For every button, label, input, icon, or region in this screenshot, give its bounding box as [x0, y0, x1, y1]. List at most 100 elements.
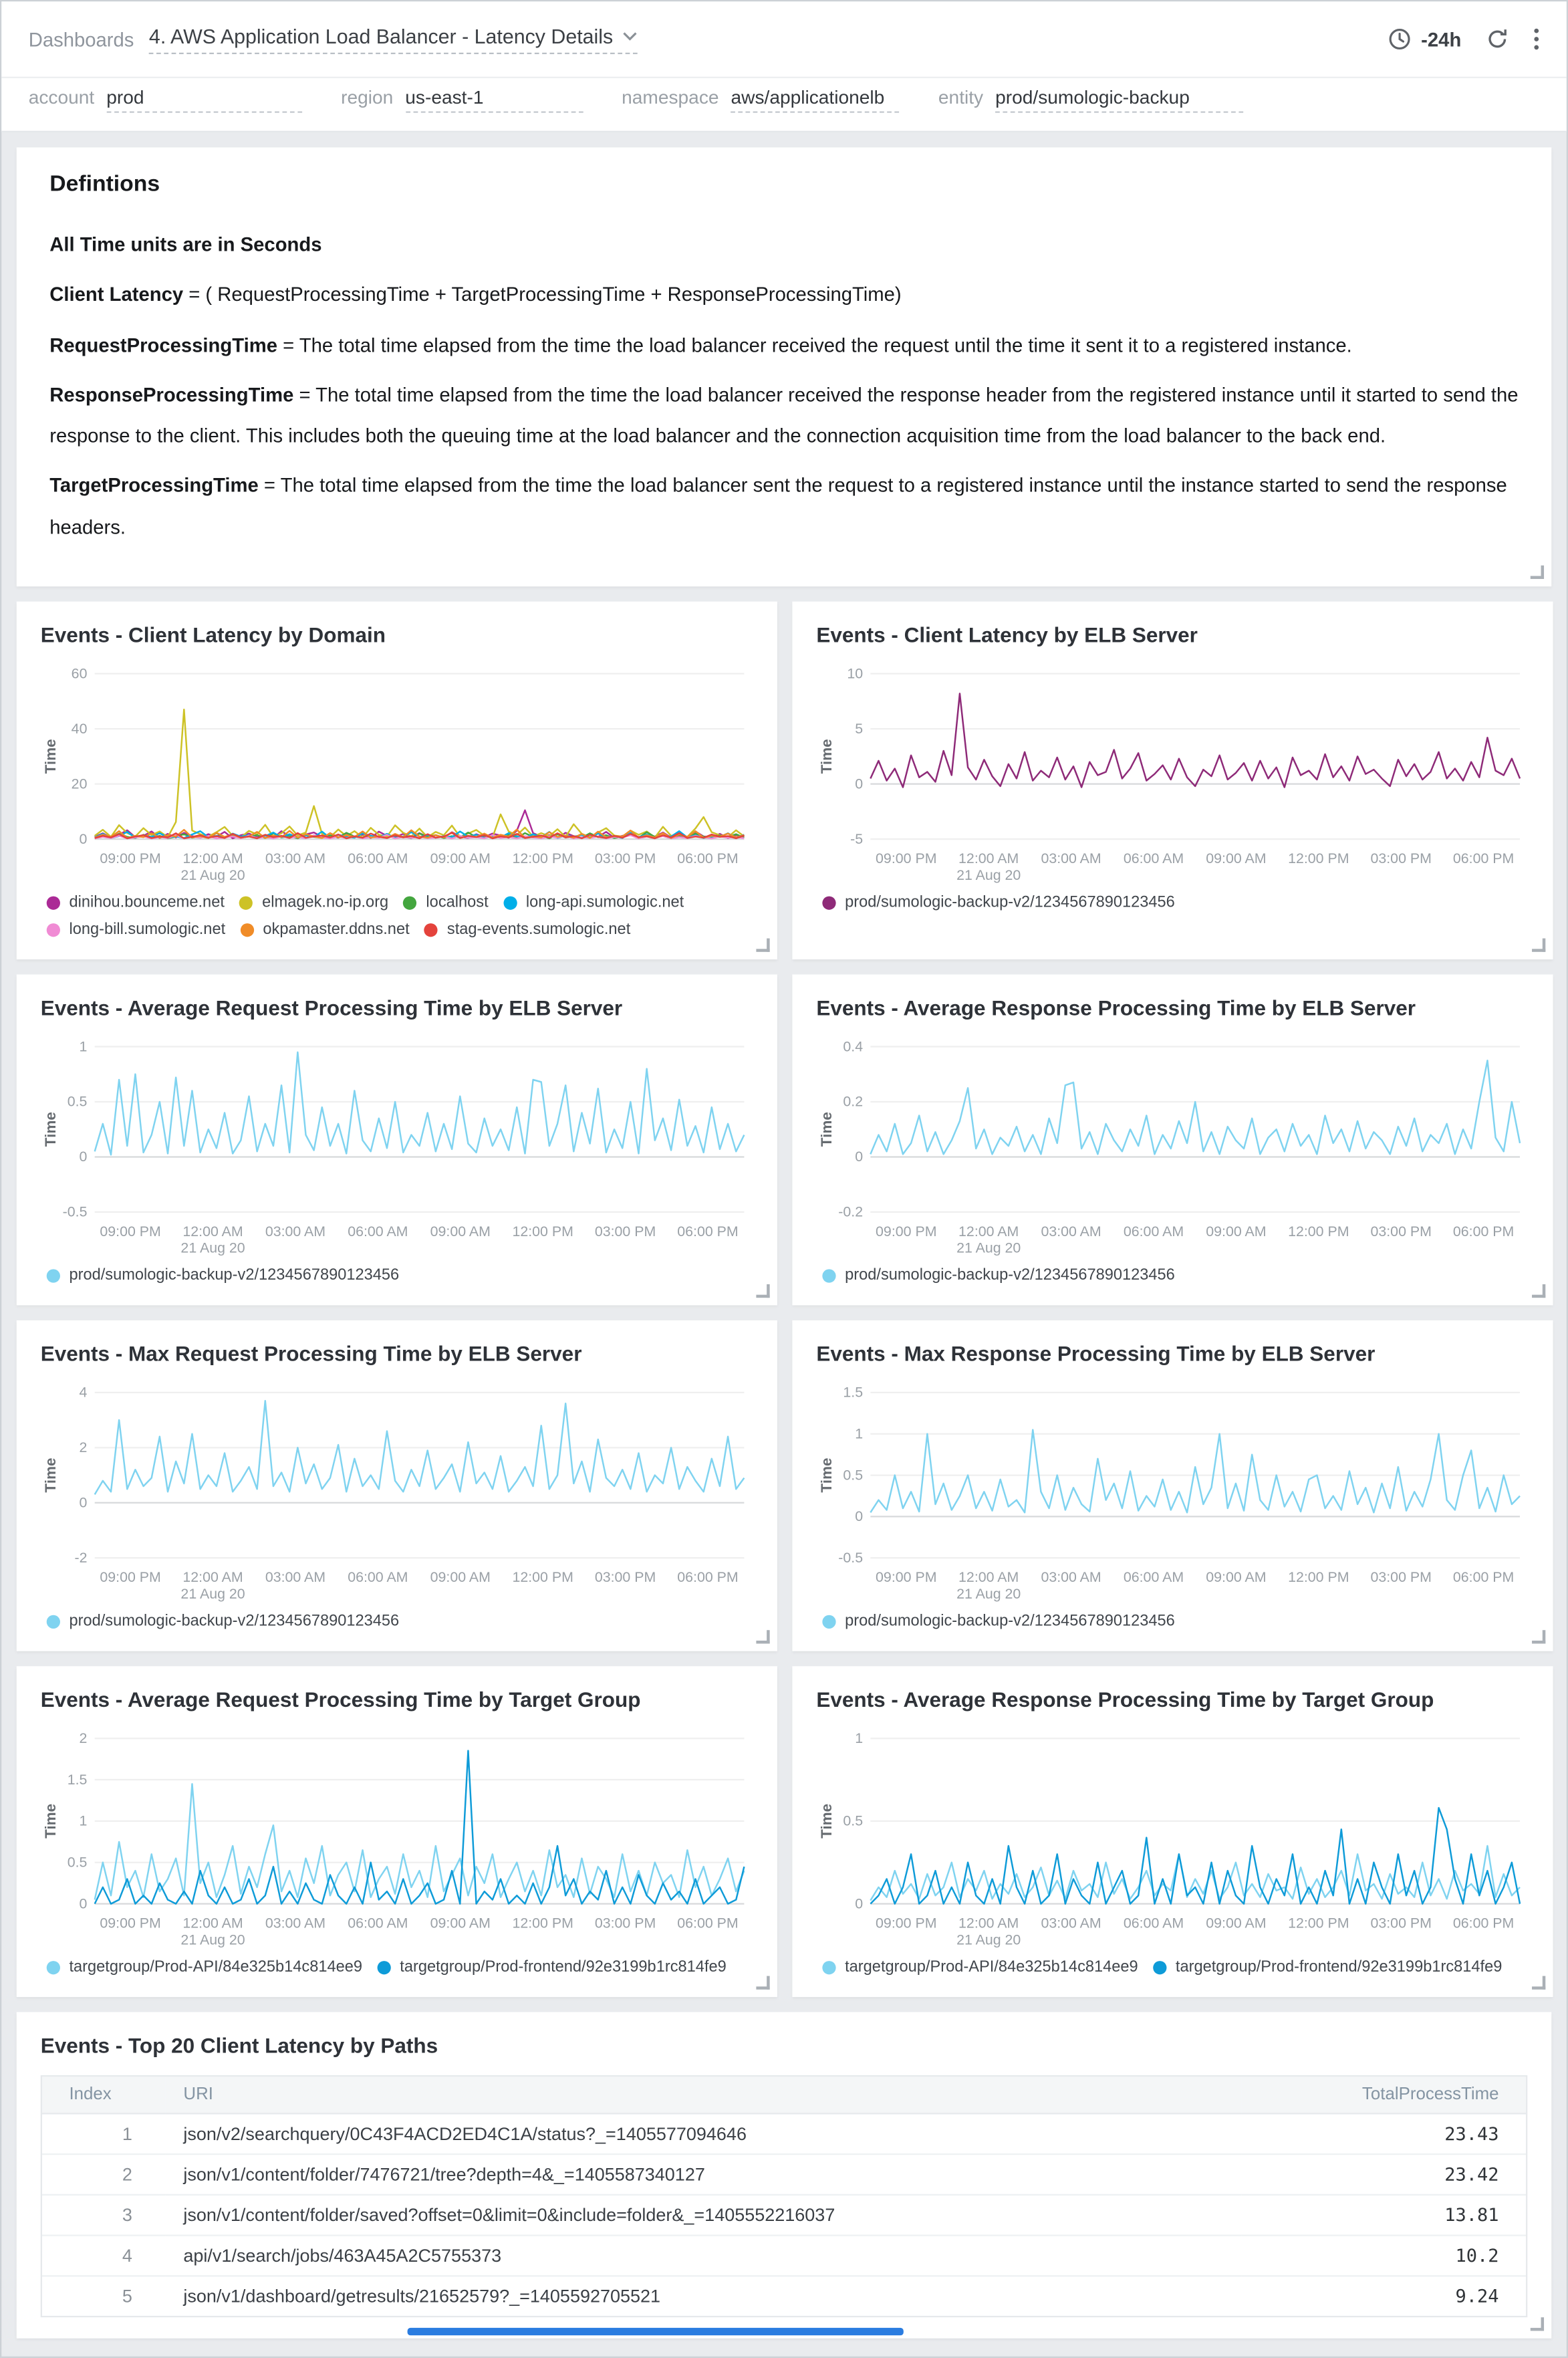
definition-line: ResponseProcessingTime = The total time …: [49, 383, 1519, 447]
time-range-button[interactable]: -24h: [1388, 27, 1461, 51]
resize-corner-icon[interactable]: [1530, 565, 1545, 580]
legend-label: prod/sumologic-backup-v2/123456789012345…: [845, 893, 1175, 912]
svg-text:Time: Time: [818, 1458, 835, 1493]
svg-text:03:00 AM: 03:00 AM: [265, 1569, 325, 1585]
table-row[interactable]: 1 json/v2/searchquery/0C43F4ACD2ED4C1A/st…: [41, 2113, 1527, 2155]
resize-corner-icon[interactable]: [1532, 1284, 1546, 1298]
svg-text:-5: -5: [850, 831, 863, 847]
chart-title: Events - Average Request Processing Time…: [40, 1687, 641, 1712]
definitions-panel: Defintions All Time units are in Seconds…: [16, 147, 1552, 587]
filter-account[interactable]: account prod: [29, 87, 302, 113]
col-header-uri[interactable]: URI: [165, 2077, 1242, 2115]
kebab-menu-button[interactable]: [1533, 27, 1539, 51]
filter-bar: account prod region us-east-1 namespace aws/a…: [1, 78, 1567, 132]
breadcrumb[interactable]: Dashboards: [28, 27, 134, 51]
svg-text:12:00 AM: 12:00 AM: [182, 1569, 243, 1585]
legend-item[interactable]: elmagek.no-ip.org: [239, 893, 388, 911]
svg-text:09:00 PM: 09:00 PM: [100, 1915, 160, 1931]
chart-title: Events - Client Latency by Domain: [40, 622, 386, 647]
filter-value[interactable]: prod: [106, 87, 302, 113]
page-title[interactable]: 4. AWS Application Load Balancer - Laten…: [148, 25, 638, 53]
legend-item[interactable]: targetgroup/Prod-frontend/92e3199b1rc814…: [1153, 1958, 1502, 1976]
filter-region[interactable]: region us-east-1: [341, 87, 583, 113]
legend-label: prod/sumologic-backup-v2/123456789012345…: [69, 1612, 400, 1631]
legend-item[interactable]: targetgroup/Prod-API/84e325b14c814ee9: [822, 1958, 1138, 1976]
svg-text:12:00 AM: 12:00 AM: [958, 1223, 1019, 1240]
svg-text:Time: Time: [42, 1112, 59, 1147]
col-header-index[interactable]: Index: [41, 2077, 166, 2115]
svg-text:-0.2: -0.2: [838, 1204, 863, 1220]
legend-label: okpamaster.ddns.net: [263, 920, 410, 939]
legend-item[interactable]: okpamaster.ddns.net: [240, 920, 410, 939]
svg-text:06:00 PM: 06:00 PM: [677, 850, 738, 866]
legend-item[interactable]: prod/sumologic-backup-v2/123456789012345…: [822, 893, 1175, 912]
legend-label: long-api.sumologic.net: [525, 893, 684, 912]
legend-item[interactable]: prod/sumologic-backup-v2/123456789012345…: [46, 1266, 400, 1285]
cell-uri: api/v1/search/jobs/463A45A2C5755373: [165, 2235, 1242, 2277]
resize-corner-icon[interactable]: [756, 938, 770, 952]
svg-text:06:00 AM: 06:00 AM: [348, 1915, 408, 1931]
svg-text:0: 0: [80, 1495, 88, 1511]
table-row[interactable]: 5 json/v1/dashboard/getresults/21652579?_…: [42, 2276, 1526, 2316]
table-row[interactable]: 3 json/v1/content/folder/saved?offset=0&l…: [41, 2195, 1527, 2236]
legend-item[interactable]: targetgroup/Prod-API/84e325b14c814ee9: [46, 1958, 362, 1976]
legend-item[interactable]: targetgroup/Prod-frontend/92e3199b1rc814…: [377, 1958, 727, 1976]
resize-corner-icon[interactable]: [756, 1976, 770, 1990]
refresh-button[interactable]: [1485, 27, 1509, 51]
resize-corner-icon[interactable]: [1532, 1630, 1546, 1644]
legend-label: prod/sumologic-backup-v2/123456789012345…: [69, 1266, 400, 1285]
legend-item[interactable]: prod/sumologic-backup-v2/123456789012345…: [46, 1612, 400, 1631]
table-row[interactable]: 4 api/v1/search/jobs/463A45A2C5755373 10.2: [41, 2235, 1527, 2277]
resize-corner-icon[interactable]: [1530, 2317, 1545, 2331]
filter-namespace[interactable]: namespace aws/applicationelb: [622, 87, 900, 113]
table-row[interactable]: 2 json/v1/content/folder/7476721/tree?dep…: [41, 2154, 1527, 2196]
legend-label: dinihou.bounceme.net: [69, 893, 225, 912]
resize-corner-icon[interactable]: [1532, 938, 1546, 952]
legend-item[interactable]: localhost: [403, 893, 489, 912]
svg-text:0: 0: [855, 1896, 863, 1912]
legend-item[interactable]: long-bill.sumologic.net: [46, 920, 226, 939]
filter-value[interactable]: prod/sumologic-backup: [995, 87, 1244, 113]
legend-dot-icon: [1153, 1960, 1167, 1974]
svg-text:03:00 AM: 03:00 AM: [265, 850, 325, 866]
legend-item[interactable]: stag-events.sumologic.net: [424, 921, 630, 939]
legend-label: long-bill.sumologic.net: [69, 920, 226, 939]
horizontal-scrollbar-thumb[interactable]: [407, 2328, 904, 2336]
svg-text:10: 10: [847, 666, 863, 682]
legend-item[interactable]: prod/sumologic-backup-v2/123456789012345…: [822, 1612, 1175, 1631]
resize-corner-icon[interactable]: [756, 1630, 770, 1644]
svg-text:Time: Time: [818, 1112, 835, 1147]
svg-text:21 Aug 20: 21 Aug 20: [956, 867, 1021, 883]
legend-label: prod/sumologic-backup-v2/123456789012345…: [845, 1612, 1175, 1631]
legend-label: localhost: [426, 893, 489, 912]
svg-text:06:00 AM: 06:00 AM: [348, 1223, 408, 1240]
legend-dot-icon: [377, 1960, 391, 1974]
filter-value[interactable]: us-east-1: [405, 87, 583, 113]
refresh-icon: [1488, 29, 1507, 48]
resize-corner-icon[interactable]: [1532, 1976, 1546, 1990]
legend-item[interactable]: dinihou.bounceme.net: [46, 893, 225, 912]
legend-item[interactable]: long-api.sumologic.net: [503, 893, 684, 911]
svg-text:21 Aug 20: 21 Aug 20: [956, 1586, 1021, 1602]
svg-text:09:00 PM: 09:00 PM: [100, 1223, 160, 1240]
col-header-totalprocesstime[interactable]: TotalProcessTime: [1241, 2077, 1527, 2115]
cell-uri: json/v2/searchquery/0C43F4ACD2ED4C1A/sta…: [165, 2113, 1242, 2155]
resize-corner-icon[interactable]: [756, 1284, 770, 1298]
svg-text:09:00 AM: 09:00 AM: [1206, 850, 1266, 866]
legend-item[interactable]: prod/sumologic-backup-v2/123456789012345…: [822, 1266, 1175, 1284]
chart-legend: targetgroup/Prod-API/84e325b14c814ee9 tar…: [46, 1958, 753, 1976]
svg-text:06:00 AM: 06:00 AM: [348, 850, 408, 866]
filter-value[interactable]: aws/applicationelb: [731, 87, 900, 113]
filter-entity[interactable]: entity prod/sumologic-backup: [938, 87, 1244, 113]
svg-text:09:00 PM: 09:00 PM: [876, 1223, 936, 1240]
svg-text:1.5: 1.5: [68, 1772, 88, 1788]
